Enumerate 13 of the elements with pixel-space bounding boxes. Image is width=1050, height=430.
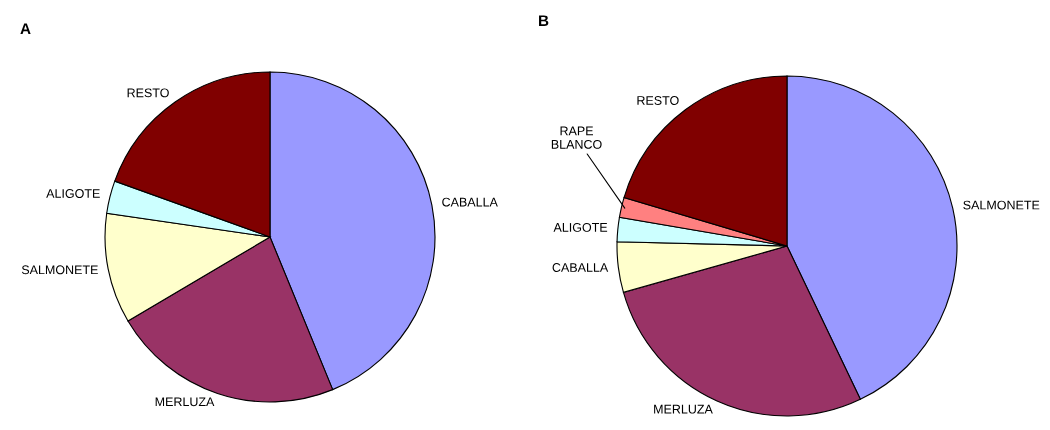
slice-label: CABALLA: [552, 263, 609, 272]
slice-label: MERLUZA: [654, 404, 713, 414]
slice-label: MERLUZA: [155, 397, 215, 407]
slice-label: ALIGOTE: [553, 222, 608, 232]
slice-label: RAPE BLANCO: [551, 126, 602, 149]
slice-label: CABALLA: [442, 197, 498, 207]
slice-label: ALIGOTE: [46, 189, 100, 198]
slice-label: SALMONETE: [963, 200, 1040, 210]
chart-title: A: [20, 23, 31, 34]
slice-label: RESTO: [637, 96, 679, 105]
slice-label: RESTO: [127, 88, 169, 98]
slice-label: SALMONETE: [21, 265, 98, 275]
chart-title: B: [539, 15, 549, 26]
